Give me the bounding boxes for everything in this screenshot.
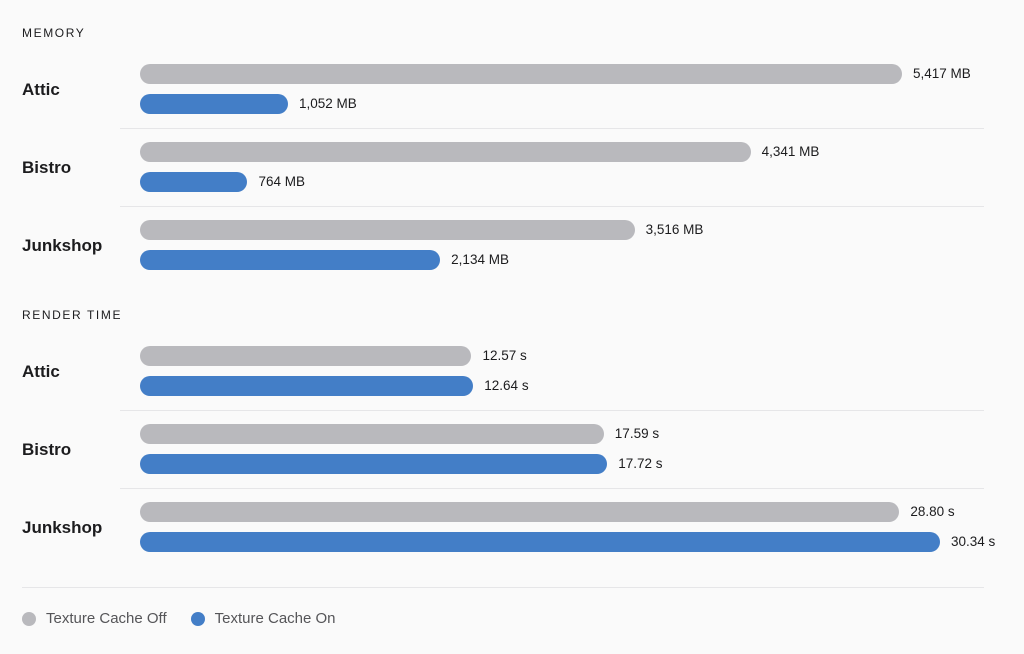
group-label-memory-bistro: Bistro — [22, 158, 72, 177]
bar-memory-junkshop-cache-on — [140, 250, 441, 270]
group-divider — [120, 410, 984, 411]
value-label-memory-attic-cache-off: 5,417 MB — [913, 66, 971, 81]
bar-render-time-attic-cache-on — [140, 376, 474, 396]
bar-memory-bistro-cache-on — [140, 172, 248, 192]
value-label-render-time-attic-cache-on: 12.64 s — [484, 378, 529, 393]
bar-memory-junkshop-cache-off — [140, 220, 635, 240]
bar-memory-attic-cache-off — [140, 64, 902, 84]
legend-swatch-cache-on — [190, 611, 205, 626]
bar-memory-bistro-cache-off — [140, 142, 751, 162]
value-label-memory-attic-cache-on: 1,052 MB — [298, 96, 357, 111]
value-label-render-time-bistro-cache-off: 17.59 s — [614, 426, 660, 441]
value-label-render-time-bistro-cache-on: 17.72 s — [618, 456, 663, 471]
bar-render-time-junkshop-cache-off — [140, 502, 900, 522]
bar-render-time-bistro-cache-off — [140, 424, 604, 444]
group-divider — [120, 206, 984, 207]
legend-label-cache-on: Texture Cache On — [214, 610, 336, 627]
memory-section-title: MEMORY — [22, 26, 86, 40]
value-label-memory-junkshop-cache-on: 2,134 MB — [451, 252, 509, 267]
bar-memory-attic-cache-on — [140, 94, 288, 114]
group-label-render-time-attic: Attic — [22, 362, 60, 381]
bar-render-time-junkshop-cache-on — [140, 532, 940, 552]
legend-divider — [22, 587, 984, 588]
legend-swatch-cache-off — [22, 611, 36, 626]
legend: Texture Cache Off Texture Cache On — [22, 610, 360, 627]
legend-item-cache-off: Texture Cache Off — [22, 610, 167, 627]
bar-render-time-bistro-cache-on — [140, 454, 608, 474]
value-label-memory-bistro-cache-on: 764 MB — [258, 174, 305, 189]
value-label-render-time-attic-cache-off: 12.57 s — [482, 348, 527, 363]
group-label-memory-attic: Attic — [22, 80, 60, 99]
group-divider — [120, 128, 984, 129]
render-time-section-title: RENDER TIME — [22, 308, 123, 322]
value-label-memory-junkshop-cache-off: 3,516 MB — [645, 222, 704, 237]
group-label-render-time-junkshop: Junkshop — [22, 518, 103, 537]
value-label-render-time-junkshop-cache-off: 28.80 s — [910, 504, 955, 519]
value-label-memory-bistro-cache-off: 4,341 MB — [761, 144, 820, 159]
bar-render-time-attic-cache-off — [140, 346, 472, 366]
value-label-render-time-junkshop-cache-on: 30.34 s — [951, 534, 996, 549]
legend-item-cache-on: Texture Cache On — [190, 610, 336, 627]
group-divider — [120, 488, 984, 489]
group-label-memory-junkshop: Junkshop — [22, 236, 103, 255]
group-label-render-time-bistro: Bistro — [22, 440, 72, 459]
legend-label-cache-off: Texture Cache Off — [46, 610, 167, 627]
